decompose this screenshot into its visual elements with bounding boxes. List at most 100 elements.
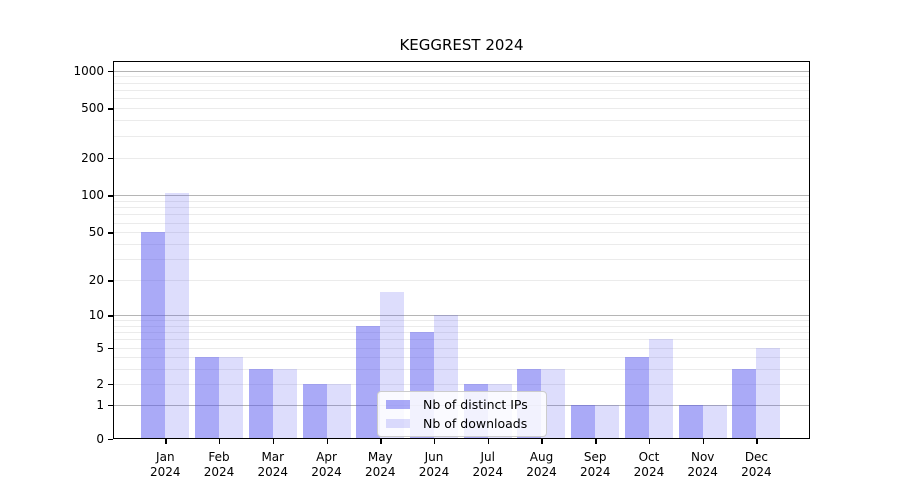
y-axis-tick-label: 2 bbox=[96, 376, 104, 391]
x-label-year: 2024 bbox=[257, 465, 289, 479]
bar-distinct-ips bbox=[248, 368, 273, 439]
minor-gridline bbox=[113, 157, 810, 159]
x-axis-tick-label: Nov 2024 bbox=[663, 450, 743, 480]
minor-gridline bbox=[113, 90, 810, 91]
x-label-year: 2024 bbox=[741, 465, 772, 479]
bar-downloads bbox=[702, 404, 727, 439]
minor-gridline bbox=[113, 222, 810, 224]
legend-swatch-downloads bbox=[386, 419, 410, 428]
minor-gridline bbox=[113, 76, 810, 78]
minor-gridline bbox=[113, 98, 810, 100]
y-axis-tick bbox=[108, 70, 113, 73]
minor-gridline bbox=[113, 244, 810, 246]
x-label-year: 2024 bbox=[579, 465, 611, 479]
bar-downloads bbox=[272, 368, 297, 439]
x-axis-tick bbox=[434, 439, 436, 444]
x-label-month: Nov bbox=[690, 450, 715, 464]
x-axis-tick-label: May 2024 bbox=[340, 450, 420, 480]
y-axis-tick-label: 1000 bbox=[73, 63, 104, 78]
x-label-month: Jun bbox=[424, 450, 444, 464]
x-axis-tick bbox=[487, 439, 490, 444]
legend: Nb of distinct IPs Nb of downloads bbox=[377, 391, 547, 437]
x-axis-tick-label: Jan 2024 bbox=[125, 450, 205, 480]
bar-downloads bbox=[165, 192, 190, 439]
bar-distinct-ips bbox=[356, 325, 381, 439]
x-axis-tick-label: Apr 2024 bbox=[287, 450, 367, 480]
y-axis-tick-label: 0 bbox=[96, 431, 104, 446]
minor-gridline bbox=[113, 120, 810, 122]
x-label-month: Feb bbox=[208, 450, 230, 464]
y-axis-tick-label: 500 bbox=[81, 101, 104, 116]
minor-gridline bbox=[113, 325, 810, 327]
legend-entry-downloads: Nb of downloads bbox=[386, 416, 538, 431]
x-axis-tick-label: Mar 2024 bbox=[233, 450, 313, 480]
minor-gridline bbox=[113, 108, 810, 110]
minor-gridline bbox=[113, 383, 810, 385]
x-axis-tick-label: Jun 2024 bbox=[394, 450, 474, 480]
x-axis-tick-label: Oct 2024 bbox=[609, 450, 689, 480]
bar-downloads bbox=[219, 357, 244, 439]
x-axis-tick bbox=[272, 439, 275, 444]
minor-gridline bbox=[113, 368, 810, 370]
y-axis-tick-label: 10 bbox=[88, 308, 104, 323]
x-label-month: May bbox=[367, 450, 393, 464]
x-label-month: Jan bbox=[156, 450, 175, 464]
bar-distinct-ips bbox=[195, 357, 220, 439]
x-label-year: 2024 bbox=[633, 465, 665, 479]
y-axis-tick-label: 1 bbox=[96, 397, 104, 412]
legend-entry-distinct-ips: Nb of distinct IPs bbox=[386, 397, 538, 412]
y-axis-tick bbox=[108, 404, 113, 407]
y-axis-tick bbox=[108, 232, 113, 234]
x-label-year: 2024 bbox=[150, 465, 181, 479]
x-axis-tick bbox=[702, 439, 705, 444]
minor-gridline bbox=[113, 259, 810, 261]
x-label-year: 2024 bbox=[203, 465, 235, 479]
x-label-month: Dec bbox=[744, 450, 769, 464]
chart-title: KEGGREST 2024 bbox=[399, 36, 524, 54]
minor-gridline bbox=[113, 320, 810, 322]
x-axis-tick bbox=[648, 439, 651, 444]
minor-gridline bbox=[113, 280, 810, 282]
x-label-year: 2024 bbox=[364, 465, 396, 479]
y-axis-tick-label: 20 bbox=[88, 273, 104, 288]
minor-gridline bbox=[113, 135, 810, 137]
legend-label-distinct-ips: Nb of distinct IPs bbox=[423, 397, 528, 412]
x-axis-tick-label: Aug 2024 bbox=[501, 450, 581, 480]
major-gridline bbox=[113, 195, 810, 197]
minor-gridline bbox=[113, 200, 810, 202]
x-axis-tick bbox=[595, 439, 597, 444]
legend-swatch-distinct-ips bbox=[386, 400, 410, 409]
minor-gridline bbox=[113, 357, 810, 359]
plot-area: Nb of distinct IPs Nb of downloads bbox=[113, 61, 810, 439]
minor-gridline bbox=[113, 82, 810, 84]
minor-gridline bbox=[113, 214, 810, 216]
y-axis-tick-label: 5 bbox=[96, 340, 104, 355]
x-label-month: Jul bbox=[480, 450, 495, 464]
x-axis-tick bbox=[380, 439, 382, 444]
bar-downloads bbox=[756, 347, 781, 439]
x-label-year: 2024 bbox=[418, 465, 450, 479]
y-axis-tick bbox=[108, 383, 113, 386]
x-axis-tick-label: Dec 2024 bbox=[716, 450, 796, 480]
y-axis-tick bbox=[108, 195, 113, 197]
y-axis-tick bbox=[108, 280, 113, 282]
x-axis-tick bbox=[326, 439, 328, 444]
x-label-month: Apr bbox=[316, 450, 337, 464]
minor-gridline bbox=[113, 339, 810, 341]
x-axis-tick-label: Feb 2024 bbox=[179, 450, 259, 480]
y-axis-tick bbox=[108, 157, 113, 160]
major-gridline bbox=[113, 315, 810, 317]
minor-gridline bbox=[113, 207, 810, 209]
x-label-month: Sep bbox=[583, 450, 607, 464]
x-label-year: 2024 bbox=[526, 465, 557, 479]
x-label-month: Mar bbox=[261, 450, 285, 464]
x-label-month: Aug bbox=[529, 450, 554, 464]
x-axis-tick-label: Jul 2024 bbox=[448, 450, 528, 480]
bar-distinct-ips bbox=[678, 404, 703, 439]
x-axis-tick bbox=[756, 439, 758, 444]
y-axis-tick bbox=[108, 438, 113, 441]
minor-gridline bbox=[113, 232, 810, 234]
bar-downloads bbox=[595, 404, 620, 439]
x-label-year: 2024 bbox=[311, 465, 342, 479]
bar-distinct-ips bbox=[732, 368, 757, 439]
